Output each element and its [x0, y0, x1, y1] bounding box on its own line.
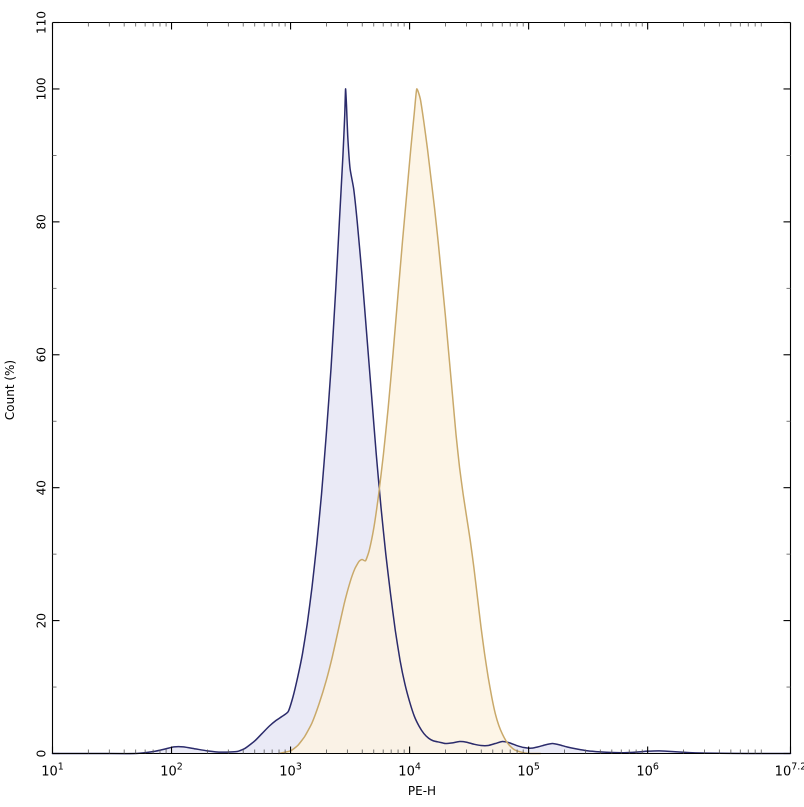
y-tick-label: 110	[35, 11, 49, 34]
plot-frame	[51, 21, 792, 755]
series-curve-control-sample	[51, 88, 792, 755]
x-axis-ticks	[51, 22, 792, 754]
x-axis-title: PE-H	[408, 784, 436, 798]
x-tick-label: 101	[41, 762, 64, 780]
y-axis-title: Count (%)	[3, 360, 17, 420]
series-curve-stained-sample	[277, 88, 542, 755]
x-tick-label: 107.2	[775, 762, 804, 780]
series-stroke-group	[51, 88, 792, 755]
axis-frame	[51, 21, 792, 755]
y-tick-label: 0	[35, 750, 49, 758]
y-tick-label: 60	[35, 347, 49, 362]
series-fill-group	[52, 88, 791, 754]
x-tick-label: 106	[636, 762, 659, 780]
y-tick-label: 80	[35, 214, 49, 229]
y-tick-label: 20	[35, 613, 49, 628]
x-tick-label: 102	[160, 762, 183, 780]
y-tick-label: 100	[35, 78, 49, 101]
series-area-stained-sample	[278, 88, 541, 754]
y-tick-label: 40	[35, 480, 49, 495]
x-tick-label: 105	[517, 762, 540, 780]
x-tick-label: 104	[398, 762, 421, 780]
y-axis-tick-labels: 0 20 40 60 80 100 110	[35, 11, 49, 757]
y-axis-ticks	[52, 21, 791, 755]
x-axis-tick-labels: 101 102 103 104 105 106 107.2	[41, 762, 804, 780]
x-tick-label: 103	[279, 762, 302, 780]
